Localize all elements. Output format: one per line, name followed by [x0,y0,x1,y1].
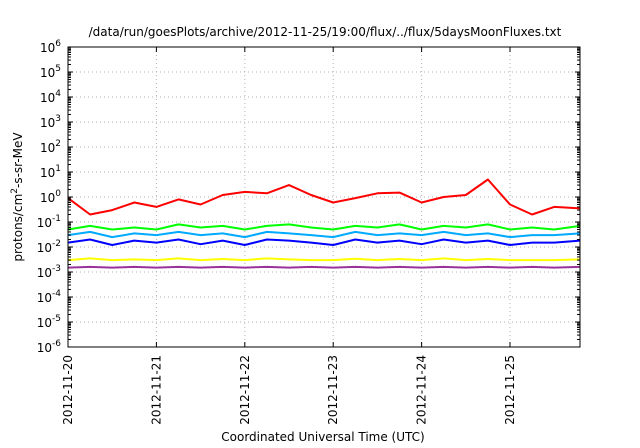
y-tick-label: 10-1 [37,214,61,230]
y-tick-label-base: 10 [37,266,52,280]
y-axis-label-rest: -s-sr-MeV [11,132,25,188]
y-tick-label-exponent: 1 [55,164,61,174]
y-tick-label-base: 10 [37,316,52,330]
series-line-3 [67,230,581,239]
y-tick-label-base: 10 [40,41,55,55]
y-tick-label: 10-3 [37,264,61,280]
y-tick-label: 10-5 [37,314,61,330]
y-tick-label: 104 [40,89,61,105]
y-axis-label: protons/cm2-s-sr-MeV [10,132,25,262]
x-tick-label: 2012-11-21 [149,355,163,425]
x-tick-label: 2012-11-23 [326,355,340,425]
series-line-4 [67,238,581,246]
y-tick-label-exponent: -6 [52,339,61,349]
y-tick-label: 100 [40,189,61,205]
y-tick-label-exponent: -1 [52,214,61,224]
y-tick-label-base: 10 [40,166,55,180]
y-tick-label-exponent: -5 [52,314,61,324]
y-tick-label-exponent: 5 [55,64,61,74]
y-tick-label: 101 [40,164,61,180]
x-axis-label: Coordinated Universal Time (UTC) [221,430,424,444]
y-tick-label-base: 10 [37,216,52,230]
x-tick-label: 2012-11-24 [415,355,429,425]
x-axis: 2012-11-20 2012-11-21 2012-11-22 2012-11-23… [61,47,517,425]
series-line-2 [67,223,581,231]
series-line-6 [67,265,581,269]
y-tick-label-exponent: -4 [52,289,61,299]
y-tick-label-exponent: -2 [52,239,61,249]
y-tick-label: 103 [40,114,61,130]
y-tick-label-exponent: 3 [55,114,61,124]
x-tick-label: 2012-11-20 [61,355,75,425]
y-tick-label: 106 [40,39,61,55]
y-tick-label-base: 10 [40,141,55,155]
y-axis: 10610510410310210110010-110-210-310-410-… [37,39,580,355]
y-tick-label-base: 10 [40,116,55,130]
y-tick-label-base: 10 [37,291,52,305]
y-tick-label-base: 10 [40,191,55,205]
chart-title: /data/run/goesPlots/archive/2012-11-25/1… [89,25,562,39]
y-axis-label-base: protons/cm [11,194,25,262]
grid [68,47,580,347]
y-tick-label-base: 10 [40,66,55,80]
x-tick-label: 2012-11-22 [238,355,252,425]
y-tick-label-exponent: -3 [52,264,61,274]
y-tick-label-exponent: 4 [55,89,61,99]
series-line-1 [67,178,581,216]
x-tick-label: 2012-11-25 [503,355,517,425]
y-tick-label: 10-4 [37,289,62,305]
series-group [67,178,581,269]
y-axis-label-sup: 2 [10,188,20,194]
y-tick-label-base: 10 [40,91,55,105]
y-tick-label: 102 [40,139,61,155]
y-tick-label-exponent: 0 [55,189,61,199]
y-tick-label-exponent: 6 [55,39,61,49]
y-tick-label: 10-6 [37,339,62,355]
series-line-5 [67,257,581,262]
y-tick-label-exponent: 2 [55,139,61,149]
y-tick-label-base: 10 [37,341,52,355]
y-tick-label: 10-2 [37,239,61,255]
y-tick-label: 105 [40,64,61,80]
y-tick-label-base: 10 [37,241,52,255]
